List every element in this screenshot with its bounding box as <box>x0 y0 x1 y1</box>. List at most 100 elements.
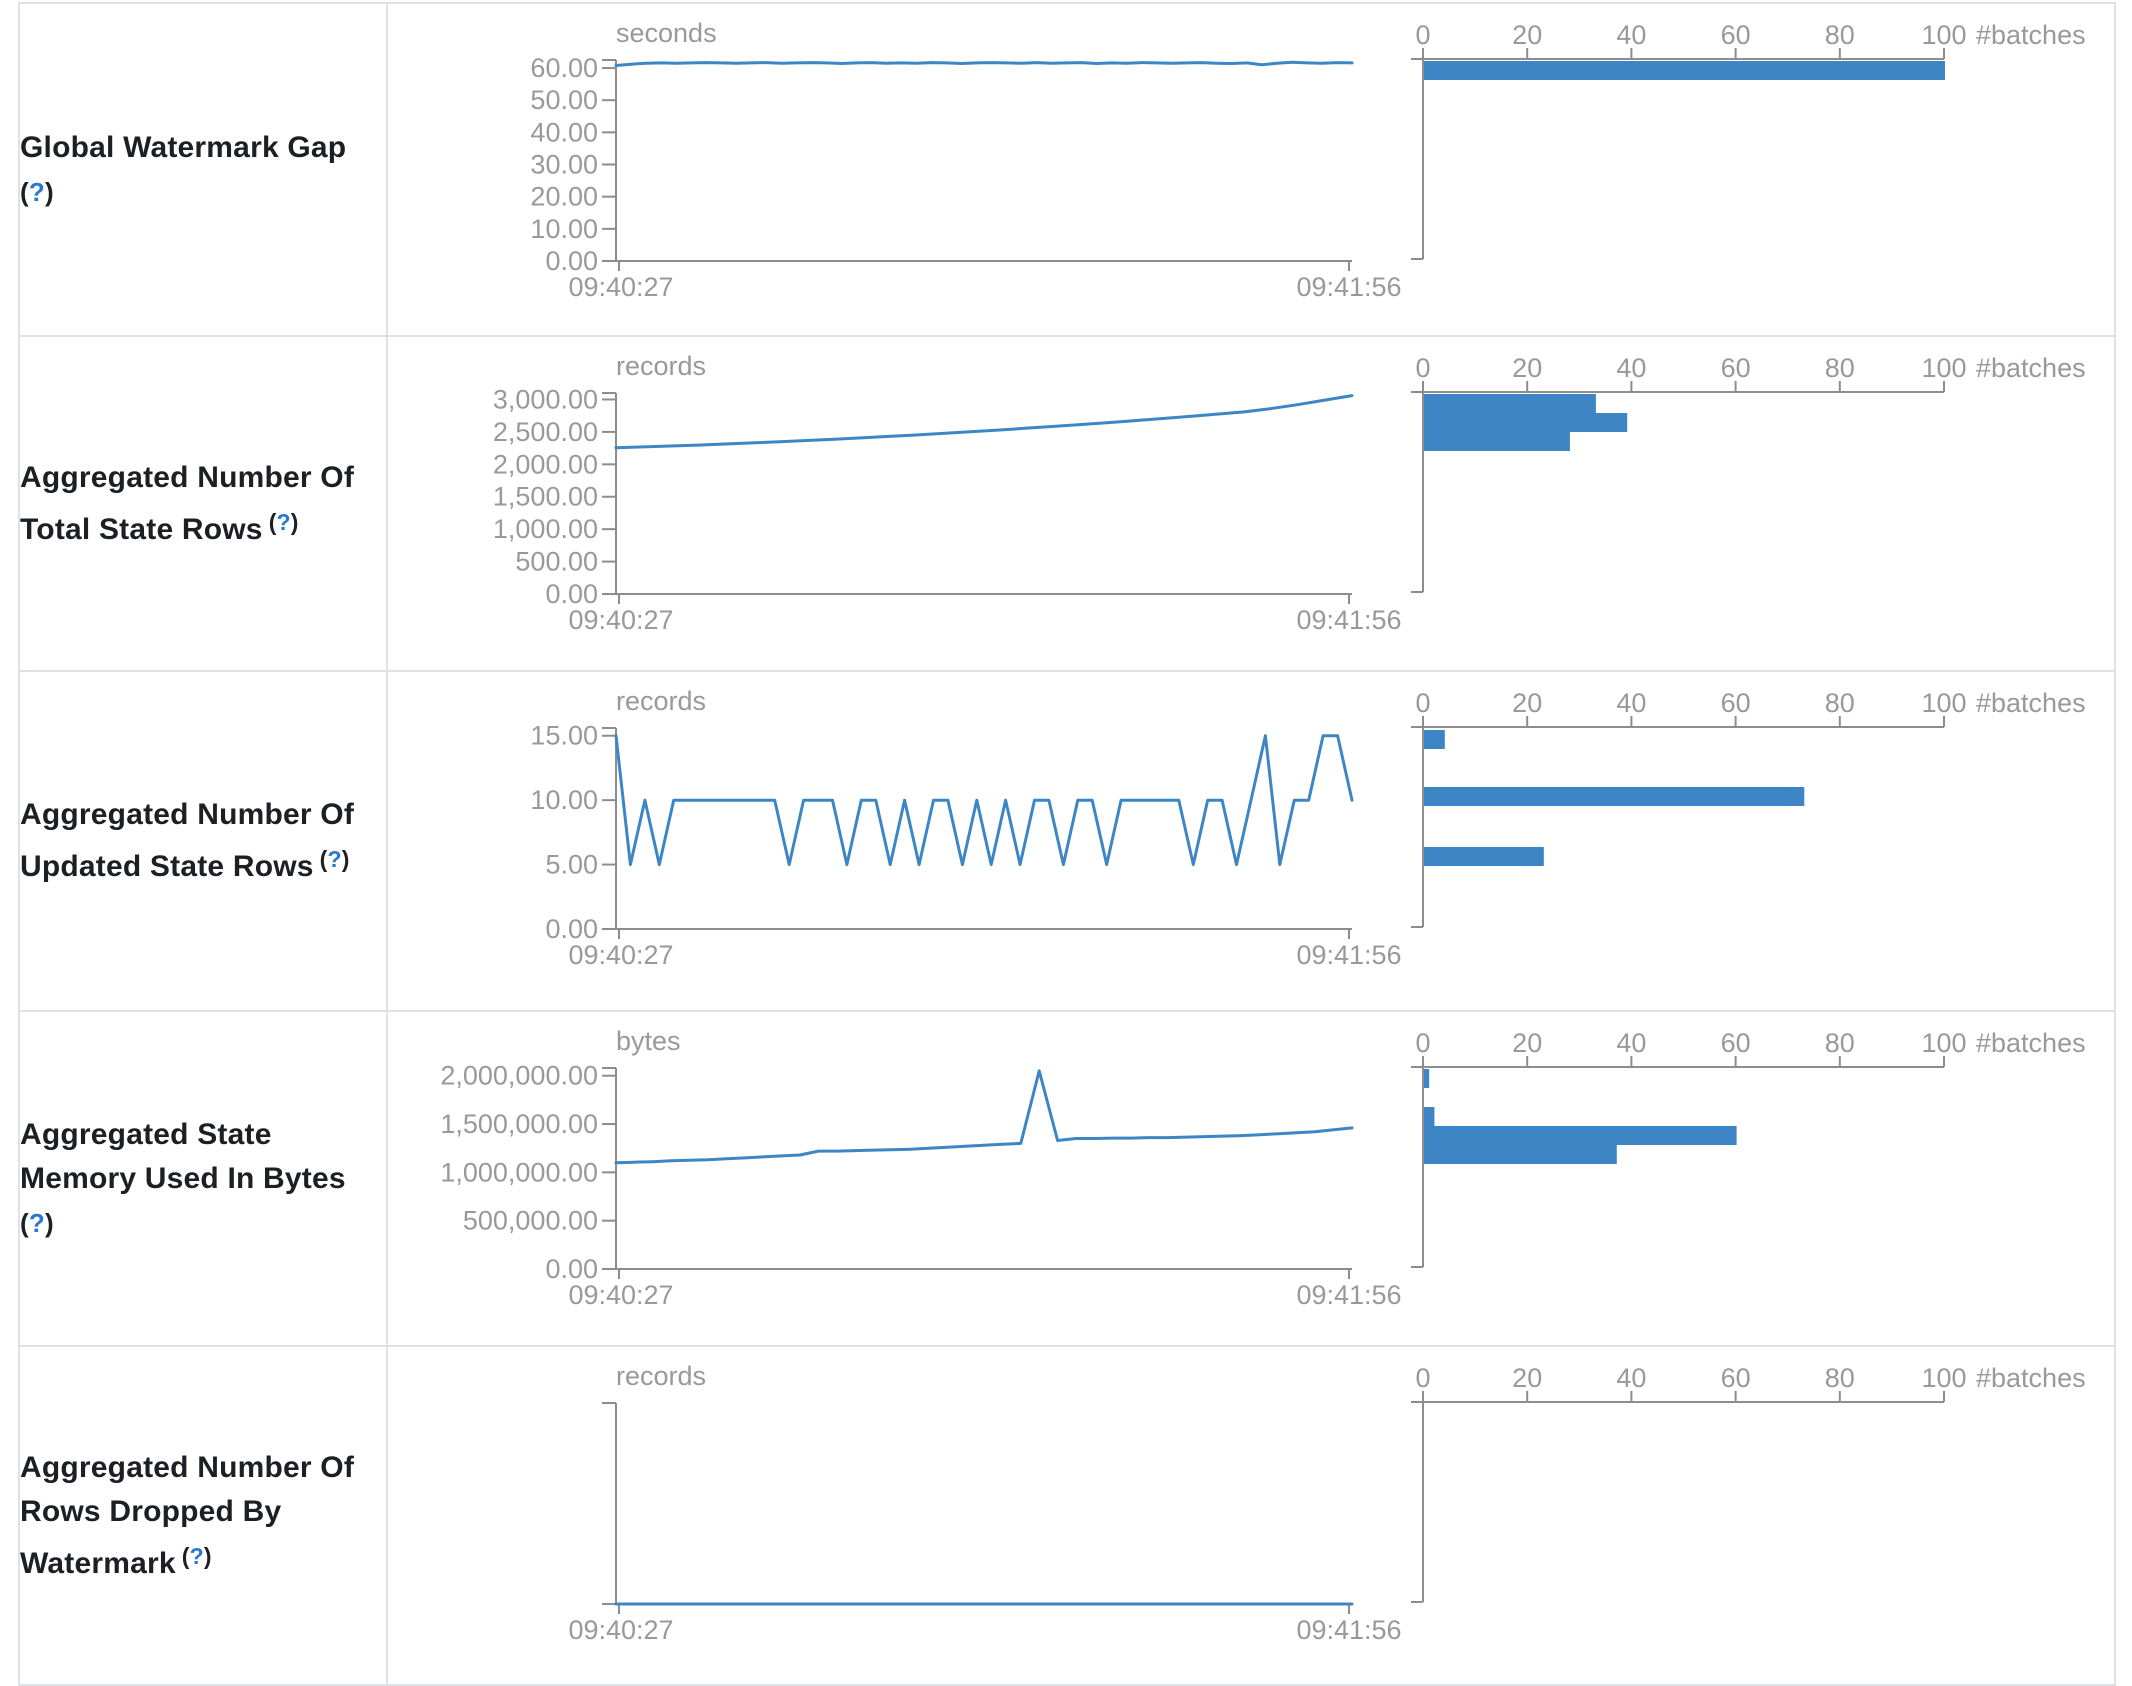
histogram-batches-axis-label: #batches <box>1976 353 2086 383</box>
metric-label-line: Rows Dropped By <box>20 1494 282 1528</box>
timeline-data-line <box>614 394 1354 450</box>
y-axis-tick-label: 2,500.00 <box>493 417 598 447</box>
help-paren: ) <box>203 1542 212 1569</box>
timeline-data-line <box>614 1069 1354 1165</box>
histogram-axis-tick-label: 0 <box>1415 1363 1430 1393</box>
histogram-axis-tick-label: 20 <box>1512 688 1542 718</box>
metric-label-line: Global Watermark Gap <box>20 130 347 164</box>
metric-charts-svg: seconds 60.0050.0040.0030.0020.0010.000.0… <box>530 18 2086 302</box>
metric-label-cell: Aggregated Number Of Updated State Rows (?… <box>18 670 388 1012</box>
help-paren: ) <box>290 508 299 535</box>
y-axis-tick-label: 60.00 <box>530 53 598 83</box>
histogram-bar <box>1424 61 1945 80</box>
timeline-unit-label: seconds <box>616 18 717 48</box>
y-axis-tick-label: 1,500.00 <box>493 482 598 512</box>
y-axis-tick-label: 500,000.00 <box>463 1206 598 1236</box>
histogram-axis-tick-label: 40 <box>1616 688 1646 718</box>
help-paren: ) <box>44 176 54 207</box>
timeline-unit-label: bytes <box>616 1026 681 1056</box>
question-mark-icon: ? <box>189 1542 204 1569</box>
help-paren: ( <box>319 846 328 872</box>
histogram-axis-tick-label: 20 <box>1512 20 1542 50</box>
histogram-axis-tick-label: 80 <box>1825 1363 1855 1393</box>
help-paren: ( <box>268 508 277 535</box>
help-paren: ( <box>20 1207 29 1238</box>
y-axis-tick-label: 0.00 <box>545 246 598 276</box>
histogram-chart: 0 20 40 60 80 100 #batches <box>1411 20 2086 260</box>
histogram-axis-tick-label: 60 <box>1721 1363 1751 1393</box>
histogram-axis-tick-label: 20 <box>1512 1363 1542 1393</box>
help-paren: ) <box>44 1207 54 1238</box>
help-tooltip-link[interactable]: (?) <box>20 177 54 207</box>
timeline-chart: seconds 60.0050.0040.0030.0020.0010.000.0… <box>530 18 1401 302</box>
x-axis-end-time-label: 09:41:56 <box>1296 940 1401 970</box>
x-axis-start-time-label: 09:40:27 <box>568 1280 673 1310</box>
metric-label-cell: Global Watermark Gap (?) <box>18 2 388 337</box>
histogram-axis-tick-label: 40 <box>1616 353 1646 383</box>
histogram-chart: 0 20 40 60 80 100 #batches <box>1411 1028 2086 1268</box>
metric-charts-cell: seconds 60.00 50.00 40.00 30.00 20.00 10.00 0.0… <box>386 2 2116 337</box>
y-axis-tick-label: 15.00 <box>530 721 598 751</box>
x-axis-end-time-label: 09:41:56 <box>1296 605 1401 635</box>
histogram-chart: 0 20 40 60 80 100 #batches <box>1411 353 2086 593</box>
metric-label-line: Total State Rows (?) <box>20 508 299 546</box>
timeline-chart: records 3,000.002,500.002,000.001,500.001… <box>493 351 1402 635</box>
histogram-bar <box>1424 1069 1430 1088</box>
histogram-bar <box>1424 787 1805 806</box>
y-axis-tick-label: 3,000.00 <box>493 384 598 414</box>
histogram-chart: 0 20 40 60 80 100 #batches <box>1411 1363 2086 1603</box>
question-mark-icon: ? <box>276 508 291 535</box>
metric-charts-cell: records 15.00 10.00 5.00 0.00 09:40:27 09:41:5… <box>386 670 2116 1012</box>
y-axis-tick-label: 2,000,000.00 <box>440 1061 598 1091</box>
histogram-axis-tick-label: 60 <box>1721 1028 1751 1058</box>
y-axis-tick-label: 0.00 <box>545 1254 598 1284</box>
help-tooltip-link[interactable]: (?) <box>182 1543 212 1569</box>
histogram-axis-tick-label: 40 <box>1616 1363 1646 1393</box>
metric-label-cell: Aggregated Number Of Rows Dropped By Water… <box>18 1345 388 1686</box>
x-axis-start-time-label: 09:40:27 <box>568 272 673 302</box>
y-axis-tick-label: 20.00 <box>530 182 598 212</box>
histogram-axis-tick-label: 0 <box>1415 1028 1430 1058</box>
y-axis-tick-label: 2,000.00 <box>493 449 598 479</box>
histogram-bar <box>1424 1145 1617 1164</box>
histogram-axis-tick-label: 20 <box>1512 1028 1542 1058</box>
histogram-axis-tick-label: 0 <box>1415 688 1430 718</box>
help-tooltip-link[interactable]: (?) <box>20 1208 54 1238</box>
histogram-axis-tick-label: 100 <box>1921 20 1966 50</box>
histogram-bar <box>1424 730 1445 749</box>
question-mark-icon: ? <box>327 846 342 872</box>
histogram-axis-tick-label: 100 <box>1921 688 1966 718</box>
help-tooltip-link[interactable]: (?) <box>320 846 350 872</box>
streaming-metrics-table: Global Watermark Gap (?) seconds 60.00 50.00… <box>18 2 2116 1686</box>
metric-label-help-line: (?) <box>20 170 386 214</box>
metric-label-cell: Aggregated Number Of Total State Rows (?) <box>18 335 388 672</box>
help-paren: ) <box>341 846 350 872</box>
help-paren: ( <box>20 176 29 207</box>
help-tooltip-link[interactable]: (?) <box>269 509 299 535</box>
metric-charts-svg: bytes 2,000,000.00 1,500,000.00 1,000,000.0… <box>440 1026 2086 1310</box>
metric-row-aggregated-number-of-rows-dropped-by-watermark: Aggregated Number Of Rows Dropped By Water… <box>18 1345 2116 1686</box>
metric-row-aggregated-state-memory-used-in-bytes: Aggregated State Memory Used In Bytes (?) b… <box>18 1010 2116 1347</box>
y-axis-tick-label: 0.00 <box>545 914 598 944</box>
histogram-axis-tick-label: 100 <box>1921 1363 1966 1393</box>
histogram-bar <box>1424 1126 1737 1145</box>
timeline-data-line <box>614 734 1354 867</box>
histogram-axis-tick-label: 80 <box>1825 1028 1855 1058</box>
histogram-bar <box>1424 413 1628 432</box>
histogram-bar <box>1424 394 1596 413</box>
histogram-axis-tick-label: 0 <box>1415 353 1430 383</box>
timeline-unit-label: records <box>616 1361 706 1391</box>
metric-charts-cell: records 09:40:27 09:41:56 0 20 40 60 80 100 #batc… <box>386 1345 2116 1686</box>
timeline-chart: bytes 2,000,000.00 1,500,000.00 1,000,000.0… <box>440 1026 1401 1310</box>
y-axis-tick-label: 40.00 <box>530 117 598 147</box>
timeline-unit-label: records <box>616 351 706 381</box>
x-axis-start-time-label: 09:40:27 <box>568 1615 673 1645</box>
y-axis-tick-label: 50.00 <box>530 85 598 115</box>
metric-row-global-watermark-gap: Global Watermark Gap (?) seconds 60.00 50.00… <box>18 2 2116 337</box>
histogram-batches-axis-label: #batches <box>1976 1363 2086 1393</box>
x-axis-start-time-label: 09:40:27 <box>568 605 673 635</box>
timeline-unit-label: records <box>616 686 706 716</box>
histogram-bar <box>1424 1107 1435 1126</box>
